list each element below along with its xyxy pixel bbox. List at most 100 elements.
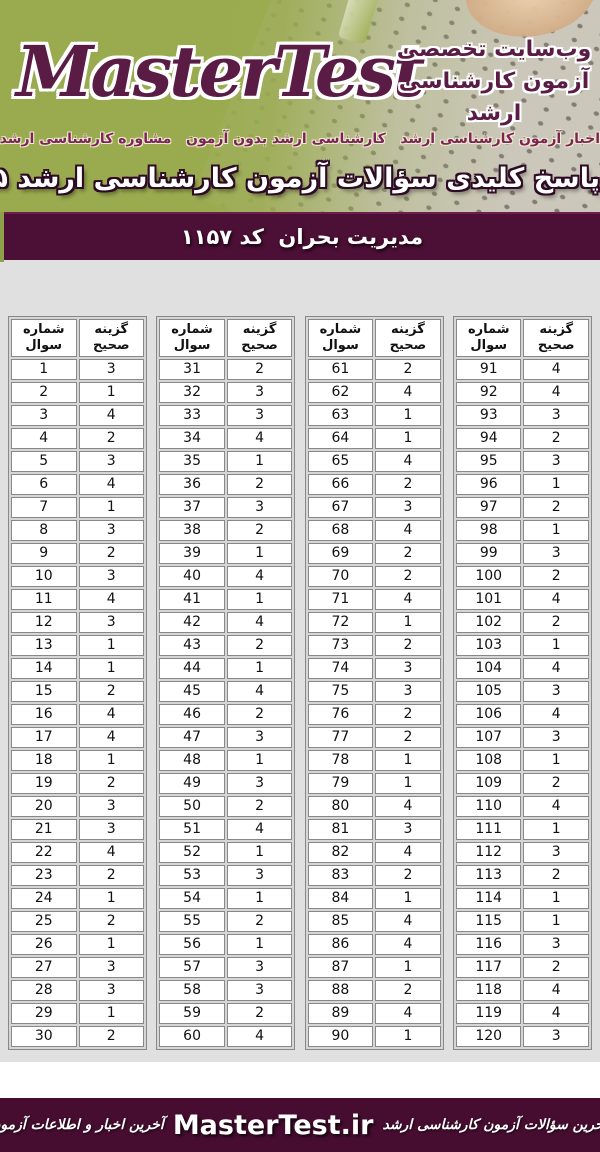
- nav-links-line[interactable]: اخبار آزمون کارشناسی ارشد کارشناسی ارشد …: [0, 131, 600, 147]
- correct-option-cell: 2: [226, 635, 293, 656]
- correct-option-cell: 2: [523, 428, 589, 449]
- answer-row: 23 2: [11, 865, 144, 886]
- question-number-cell: 4: [11, 428, 77, 449]
- correct-option-cell: 2: [375, 865, 441, 886]
- answer-row: 79 1: [307, 773, 441, 794]
- correct-option-cell: 3: [78, 980, 144, 1001]
- answer-row: 63 1: [307, 405, 441, 426]
- question-number-cell: 62: [307, 382, 374, 403]
- answer-row: 71 4: [307, 589, 441, 610]
- question-number-cell: 70: [307, 566, 374, 587]
- correct-option-cell: 3: [226, 382, 293, 403]
- answer-row: 88 2: [307, 980, 441, 1001]
- answer-row: 78 1: [307, 750, 441, 771]
- answer-table-91-120: شماره سوال گزینه صحیح 91 4 92 4 93 3 94 2 95 3 96 1 97 2 9…: [452, 316, 592, 1050]
- footer-site-link[interactable]: MasterTest.ir: [172, 1109, 374, 1141]
- answer-row: 119 4: [455, 1003, 589, 1024]
- answer-row: 104 4: [455, 658, 589, 679]
- question-number-cell: 31: [159, 359, 225, 380]
- question-number-cell: 76: [307, 704, 374, 725]
- answer-row: 33 3: [159, 405, 293, 426]
- correct-option-cell: 3: [78, 359, 144, 380]
- answer-row: 49 3: [159, 773, 293, 794]
- question-number-cell: 20: [11, 796, 77, 817]
- correct-option-cell: 1: [226, 543, 293, 564]
- question-number-cell: 77: [307, 727, 374, 748]
- correct-option-cell: 2: [375, 474, 441, 495]
- correct-option-cell: 4: [375, 1003, 441, 1024]
- question-number-cell: 99: [455, 543, 522, 564]
- correct-option-cell: 1: [226, 451, 293, 472]
- question-number-cell: 16: [11, 704, 77, 725]
- correct-option-cell: 1: [226, 658, 293, 679]
- answer-row: 93 3: [455, 405, 589, 426]
- answer-row: 28 3: [11, 980, 144, 1001]
- answer-row: 72 1: [307, 612, 441, 633]
- col-header-answer: گزینه صحیح: [523, 319, 589, 357]
- answer-row: 50 2: [159, 796, 293, 817]
- question-number-cell: 59: [159, 1003, 225, 1024]
- answer-row: 46 2: [159, 704, 293, 725]
- answer-row: 103 1: [455, 635, 589, 656]
- correct-option-cell: 2: [375, 543, 441, 564]
- question-number-cell: 74: [307, 658, 374, 679]
- col-header-question: شماره سوال: [11, 319, 77, 357]
- answer-row: 108 1: [455, 750, 589, 771]
- question-number-cell: 46: [159, 704, 225, 725]
- question-number-cell: 111: [455, 819, 522, 840]
- question-number-cell: 112: [455, 842, 522, 863]
- answer-row: 21 3: [11, 819, 144, 840]
- correct-option-cell: 1: [375, 428, 441, 449]
- question-number-cell: 25: [11, 911, 77, 932]
- correct-option-cell: 1: [78, 934, 144, 955]
- correct-option-cell: 1: [375, 750, 441, 771]
- correct-option-cell: 2: [78, 681, 144, 702]
- titlebar-left-sliver: [0, 212, 4, 262]
- answer-table-61-90: شماره سوال گزینه صحیح 61 2 62 4 63 1 64 1 65 4 66 2 67 3 6…: [304, 316, 444, 1050]
- answer-row: 94 2: [455, 428, 589, 449]
- question-number-cell: 54: [159, 888, 225, 909]
- answer-row: 22 4: [11, 842, 144, 863]
- correct-option-cell: 2: [226, 474, 293, 495]
- correct-option-cell: 3: [523, 405, 589, 426]
- answer-row: 105 3: [455, 681, 589, 702]
- answer-row: 82 4: [307, 842, 441, 863]
- correct-option-cell: 1: [226, 888, 293, 909]
- correct-option-cell: 4: [78, 405, 144, 426]
- correct-option-cell: 4: [375, 796, 441, 817]
- correct-option-cell: 4: [226, 566, 293, 587]
- site-logo[interactable]: MasterTest: [16, 30, 425, 113]
- correct-option-cell: 3: [78, 819, 144, 840]
- answer-row: 42 4: [159, 612, 293, 633]
- question-number-cell: 36: [159, 474, 225, 495]
- answer-row: 48 1: [159, 750, 293, 771]
- answer-row: 10 3: [11, 566, 144, 587]
- question-number-cell: 17: [11, 727, 77, 748]
- correct-option-cell: 2: [375, 566, 441, 587]
- correct-option-cell: 4: [375, 911, 441, 932]
- correct-option-cell: 1: [226, 934, 293, 955]
- answer-row: 36 2: [159, 474, 293, 495]
- correct-option-cell: 3: [523, 842, 589, 863]
- question-number-cell: 50: [159, 796, 225, 817]
- question-number-cell: 58: [159, 980, 225, 1001]
- answer-row: 111 1: [455, 819, 589, 840]
- question-number-cell: 119: [455, 1003, 522, 1024]
- answer-row: 112 3: [455, 842, 589, 863]
- site-footer: دانلود آخرین سؤالات آزمون کارشناسی ارشد …: [0, 1098, 600, 1152]
- answer-row: 117 2: [455, 957, 589, 978]
- question-number-cell: 90: [307, 1026, 374, 1047]
- question-number-cell: 11: [11, 589, 77, 610]
- correct-option-cell: 1: [375, 1026, 441, 1047]
- answer-row: 83 2: [307, 865, 441, 886]
- question-number-cell: 15: [11, 681, 77, 702]
- question-number-cell: 63: [307, 405, 374, 426]
- answer-row: 75 3: [307, 681, 441, 702]
- col-header-question: شماره سوال: [307, 319, 374, 357]
- correct-option-cell: 1: [523, 520, 589, 541]
- question-number-cell: 21: [11, 819, 77, 840]
- correct-option-cell: 4: [523, 589, 589, 610]
